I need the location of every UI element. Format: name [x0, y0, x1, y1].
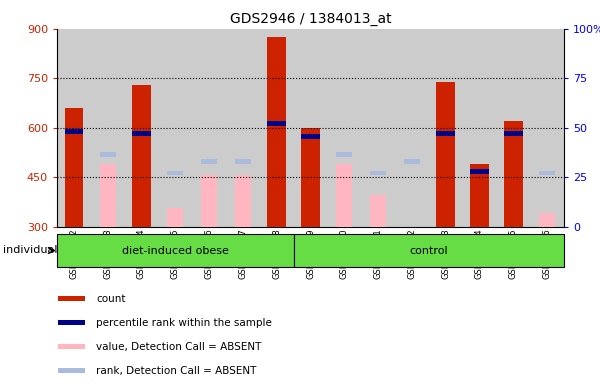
Bar [429, 29, 463, 227]
Bar [192, 29, 226, 227]
Bar [235, 159, 251, 164]
Bar [100, 152, 116, 157]
Bar [58, 344, 85, 349]
Text: value, Detection Call = ABSENT: value, Detection Call = ABSENT [96, 341, 262, 352]
Bar [268, 37, 286, 227]
Bar [370, 170, 386, 175]
Bar [58, 296, 85, 301]
Bar [125, 29, 158, 227]
Bar [100, 164, 116, 227]
Bar [328, 29, 361, 227]
Bar [395, 29, 429, 227]
Bar [463, 29, 496, 227]
FancyBboxPatch shape [57, 234, 293, 267]
Bar [91, 29, 125, 227]
Bar [201, 175, 217, 227]
Bar [65, 108, 83, 227]
Bar [436, 131, 455, 136]
Bar [293, 29, 328, 227]
Bar [132, 85, 151, 227]
Bar [57, 29, 91, 227]
Bar [470, 164, 489, 227]
Text: count: count [96, 293, 125, 304]
Text: control: control [409, 245, 448, 256]
Bar [361, 29, 395, 227]
Bar [65, 129, 83, 134]
Bar [268, 121, 286, 126]
Bar [201, 159, 217, 164]
Bar [370, 195, 386, 227]
Bar [404, 159, 420, 164]
FancyBboxPatch shape [293, 234, 564, 267]
Title: GDS2946 / 1384013_at: GDS2946 / 1384013_at [230, 12, 391, 26]
Bar [504, 121, 523, 227]
Bar [58, 320, 85, 325]
Bar [260, 29, 293, 227]
Text: percentile rank within the sample: percentile rank within the sample [96, 318, 272, 328]
Bar [301, 127, 320, 227]
Text: individual: individual [3, 245, 58, 255]
Bar [167, 170, 183, 175]
Bar [470, 169, 489, 174]
Bar [167, 209, 183, 227]
Bar [436, 81, 455, 227]
Text: diet-induced obese: diet-induced obese [122, 245, 229, 256]
Bar [530, 29, 564, 227]
Bar [337, 152, 352, 157]
Bar [226, 29, 260, 227]
Bar [539, 170, 555, 175]
Bar [496, 29, 530, 227]
Bar [235, 175, 251, 227]
Bar [504, 131, 523, 136]
Bar [158, 29, 192, 227]
Bar [539, 214, 555, 227]
Text: rank, Detection Call = ABSENT: rank, Detection Call = ABSENT [96, 366, 256, 376]
Bar [132, 131, 151, 136]
Bar [58, 368, 85, 373]
Bar [301, 134, 320, 139]
Bar [337, 164, 352, 227]
